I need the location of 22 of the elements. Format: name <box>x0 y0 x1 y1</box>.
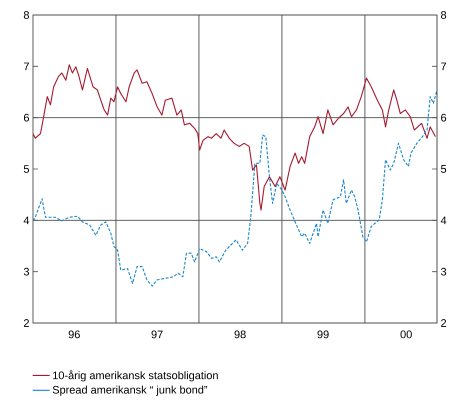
x-tick-label: 96 <box>68 330 80 338</box>
y2-tick-label: 4 <box>24 216 30 224</box>
y-tick-label: 8 <box>440 11 446 19</box>
y2-tick-label: 3 <box>24 268 29 276</box>
y-tick-label: 7 <box>441 62 446 70</box>
x-tick-label: 98 <box>234 330 246 338</box>
y-tick-label: 2 <box>441 319 446 327</box>
y2-tick-label: 5 <box>24 165 30 173</box>
y2-tick-label: 6 <box>24 114 29 122</box>
y2-tick-label: 2 <box>24 319 29 327</box>
y-tick-label: 4 <box>440 216 446 224</box>
y2-tick-label: 8 <box>24 11 29 19</box>
y-tick-label: 5 <box>440 165 446 173</box>
x-tick-label: 99 <box>318 330 329 338</box>
legend-label: 10-årig amerikansk statsobligation <box>53 370 218 382</box>
x-tick-label: 00 <box>400 330 412 338</box>
y-tick-label: 3 <box>440 268 446 276</box>
y2-tick-label: 7 <box>24 62 29 70</box>
line-series <box>33 64 436 211</box>
x-tick-label: 97 <box>152 330 163 338</box>
legend-label: Spread amerikansk “ junk bond” <box>52 386 208 396</box>
y-tick-label: 6 <box>441 114 446 122</box>
